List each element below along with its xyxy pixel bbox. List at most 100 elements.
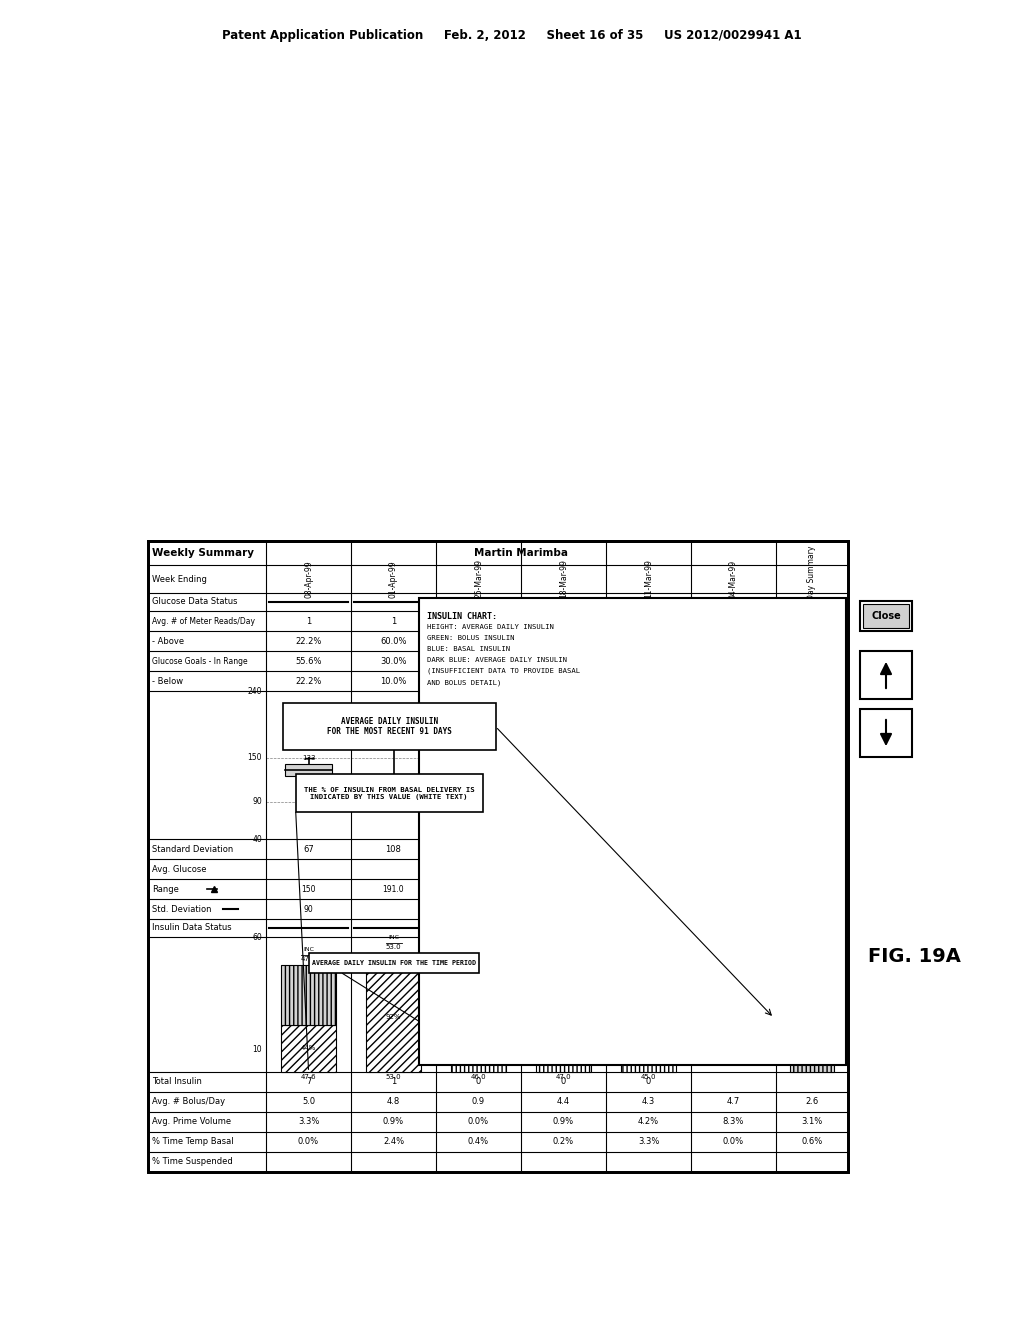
Text: 0.9%: 0.9%: [553, 1118, 574, 1126]
Text: Weekly Summary: Weekly Summary: [152, 548, 254, 558]
Text: DARK BLUE: AVERAGE DAILY INSULIN: DARK BLUE: AVERAGE DAILY INSULIN: [427, 657, 567, 663]
Text: Week Ending: Week Ending: [152, 574, 207, 583]
Text: INC: INC: [473, 950, 484, 956]
Bar: [283, 702, 496, 750]
Text: Close: Close: [871, 611, 901, 620]
Text: 2: 2: [731, 616, 736, 626]
Text: 46.0: 46.0: [804, 960, 820, 965]
Text: 53.0: 53.0: [386, 1074, 401, 1080]
Text: AND BOLUS DETAIL): AND BOLUS DETAIL): [427, 678, 502, 685]
Text: (INSUFFICIENT DATA TO PROVIDE BASAL: (INSUFFICIENT DATA TO PROVIDE BASAL: [427, 668, 581, 675]
Text: 100%: 100%: [553, 1016, 573, 1022]
Text: 204: 204: [472, 702, 485, 709]
Text: 11-Mar-99: 11-Mar-99: [644, 560, 653, 598]
Text: 47.0: 47.0: [556, 957, 571, 964]
Text: Avg. Glucose: Avg. Glucose: [152, 865, 207, 874]
Text: 80.0%: 80.0%: [465, 636, 492, 645]
Text: Martin Marimba: Martin Marimba: [474, 548, 568, 558]
Text: Std. Deviation: Std. Deviation: [152, 904, 212, 913]
Text: 4.8: 4.8: [387, 1097, 400, 1106]
Text: 52.2%: 52.2%: [799, 636, 825, 645]
Text: 91 Day Summary: 91 Day Summary: [808, 545, 816, 612]
Bar: [455, 711, 502, 723]
Text: Glucose Goals - In Range: Glucose Goals - In Range: [152, 656, 248, 665]
Text: 408: 408: [387, 713, 400, 718]
Text: 1: 1: [391, 1077, 396, 1086]
Text: 4.7: 4.7: [727, 1097, 740, 1106]
Text: 0: 0: [646, 1077, 651, 1086]
Text: % Time Suspended: % Time Suspended: [152, 1158, 232, 1167]
Bar: [540, 730, 587, 742]
Text: 20.7%: 20.7%: [799, 676, 825, 685]
Bar: [451, 969, 506, 1072]
Text: 0.0%: 0.0%: [723, 1138, 744, 1147]
Text: 08-Apr-99: 08-Apr-99: [304, 560, 313, 598]
Text: Standard Deviation: Standard Deviation: [152, 845, 233, 854]
Text: % Time Temp Basal: % Time Temp Basal: [152, 1138, 233, 1147]
Text: 60: 60: [252, 932, 262, 941]
Text: 3.1%: 3.1%: [802, 1118, 822, 1126]
Text: HEIGHT: AVERAGE DAILY INSULIN: HEIGHT: AVERAGE DAILY INSULIN: [427, 624, 554, 630]
Bar: [860, 601, 912, 631]
Bar: [791, 969, 834, 1072]
Text: 90: 90: [304, 904, 313, 913]
Text: Range: Range: [152, 884, 179, 894]
Text: 85: 85: [728, 845, 738, 854]
Text: 39/91: 39/91: [800, 598, 824, 606]
Bar: [285, 764, 332, 776]
Bar: [863, 605, 909, 628]
Text: 85: 85: [807, 845, 817, 854]
Bar: [148, 541, 848, 1172]
Text: 133: 133: [302, 755, 315, 762]
Text: Glucose Data Status: Glucose Data Status: [152, 598, 238, 606]
Text: 46.0: 46.0: [471, 960, 486, 965]
Text: 2: 2: [809, 616, 815, 626]
Text: FIG. 19A: FIG. 19A: [868, 946, 961, 966]
Text: 47.0: 47.0: [556, 1074, 571, 1080]
Text: 20.7%: 20.7%: [720, 676, 746, 685]
Text: 7: 7: [306, 1077, 311, 1086]
Text: BLUE: BASAL INSULIN: BLUE: BASAL INSULIN: [427, 645, 510, 652]
Text: 10: 10: [252, 1045, 262, 1053]
Bar: [710, 729, 757, 739]
Text: 240: 240: [248, 686, 262, 696]
Text: 30.0%: 30.0%: [380, 656, 407, 665]
Text: 47.6: 47.6: [301, 1074, 316, 1080]
Text: 70: 70: [473, 845, 483, 854]
Text: 0: 0: [476, 1077, 481, 1086]
Text: 60.0%: 60.0%: [380, 636, 407, 645]
Bar: [370, 721, 417, 733]
Text: 0.9: 0.9: [472, 1097, 485, 1106]
Text: 1: 1: [476, 616, 481, 626]
Text: 4.2%: 4.2%: [638, 1118, 659, 1126]
Text: 22.2%: 22.2%: [295, 676, 322, 685]
Text: GREEN: BOLUS INSULIN: GREEN: BOLUS INSULIN: [427, 635, 514, 642]
Text: 10.0%: 10.0%: [380, 676, 407, 685]
Text: 0.6%: 0.6%: [802, 1138, 822, 1147]
Text: 92%: 92%: [386, 1014, 401, 1020]
Text: Avg. # Bolus/Day: Avg. # Bolus/Day: [152, 1097, 225, 1106]
Text: 00.0%: 00.0%: [465, 656, 492, 665]
Text: 01-Apr-99: 01-Apr-99: [389, 560, 398, 598]
Text: 25-Mar-99: 25-Mar-99: [474, 560, 483, 598]
Text: Avg. Prime Volume: Avg. Prime Volume: [152, 1118, 231, 1126]
Text: 180: 180: [557, 721, 570, 726]
Text: Total Insulin: Total Insulin: [152, 1077, 202, 1086]
Text: 4.3: 4.3: [642, 1097, 655, 1106]
Text: 150: 150: [301, 884, 315, 894]
Text: 182: 182: [727, 719, 740, 725]
Text: 100%: 100%: [638, 1018, 658, 1024]
Text: 46.0: 46.0: [471, 1074, 486, 1080]
Text: 191.0: 191.0: [383, 884, 404, 894]
Text: 0.2%: 0.2%: [553, 1138, 574, 1147]
Text: 3.3%: 3.3%: [298, 1118, 319, 1126]
Text: 5.0: 5.0: [302, 1097, 315, 1106]
Bar: [419, 598, 846, 1065]
Text: 27.2%: 27.2%: [799, 656, 825, 665]
Text: 0: 0: [561, 1077, 566, 1086]
Text: INC: INC: [558, 948, 569, 953]
Text: 44%: 44%: [301, 1045, 316, 1052]
Text: 04-Mar-99: 04-Mar-99: [729, 560, 738, 598]
Text: 67: 67: [303, 845, 314, 854]
Bar: [281, 965, 336, 1024]
